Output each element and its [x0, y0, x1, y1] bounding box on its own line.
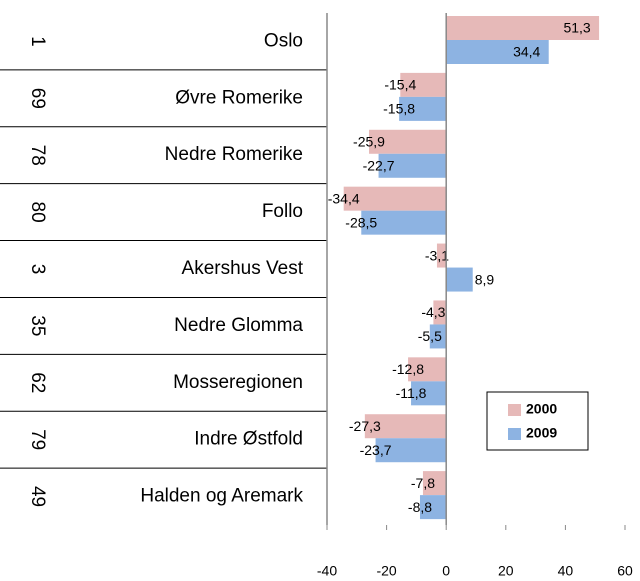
category-label: Mosseregionen [173, 372, 303, 393]
value-label: -7,8 [411, 475, 435, 491]
value-label: 8,9 [475, 271, 495, 287]
value-label: -15,8 [383, 101, 415, 117]
category-label: Akershus Vest [182, 258, 304, 279]
x-tick-label: -20 [376, 563, 396, 579]
bar [378, 153, 447, 178]
bar [422, 471, 447, 496]
value-label: -15,4 [384, 77, 416, 93]
value-label: -11,8 [396, 385, 427, 401]
value-label: -8,8 [408, 499, 432, 515]
bar [369, 129, 447, 154]
legend-box [486, 391, 589, 451]
category-label: Nedre Romerike [165, 144, 303, 165]
bar [408, 357, 447, 382]
bar [419, 495, 447, 520]
value-label: -22,7 [363, 157, 395, 173]
bar [446, 16, 600, 40]
row-number: 80 [27, 202, 48, 223]
value-label: -4,3 [421, 304, 445, 320]
row-number: 69 [27, 88, 48, 109]
category-label: Halden og Aremark [140, 486, 303, 507]
legend-swatch [508, 404, 521, 416]
category-label: Nedre Glomma [174, 315, 303, 336]
bar [361, 210, 447, 235]
value-label: -27,3 [349, 418, 381, 434]
row-number: 49 [27, 486, 48, 507]
value-label: -28,5 [345, 214, 377, 230]
bar [375, 438, 447, 463]
row-number: 35 [27, 315, 48, 336]
legend-swatch [508, 428, 521, 440]
value-label: -12,8 [392, 361, 424, 377]
row-number: 1 [27, 36, 48, 47]
value-label: -5,5 [418, 328, 442, 344]
x-tick-label: -40 [317, 563, 337, 579]
category-label: Oslo [264, 30, 303, 51]
bar [446, 267, 473, 292]
value-label: 34,4 [513, 44, 540, 60]
row-number: 78 [27, 145, 48, 166]
bar [364, 414, 447, 439]
bar [411, 381, 447, 406]
bar [343, 186, 447, 211]
x-tick-label: 60 [617, 563, 633, 579]
row-number: 62 [27, 372, 48, 393]
x-tick-label: 0 [442, 563, 450, 579]
bar [436, 243, 447, 268]
bar [433, 300, 447, 325]
bar [446, 40, 549, 64]
bar [400, 72, 447, 97]
row-number: 3 [27, 264, 48, 275]
category-label: Follo [262, 201, 303, 222]
value-label: -34,4 [328, 190, 360, 206]
bar [429, 324, 447, 349]
value-label: -3,1 [425, 247, 449, 263]
row-number: 79 [27, 429, 48, 450]
value-label: 51,3 [563, 20, 590, 36]
x-tick-label: 20 [498, 563, 514, 579]
value-label: -25,9 [353, 133, 385, 149]
legend-label: 2009 [526, 425, 557, 441]
category-label: Øvre Romerike [175, 87, 303, 108]
value-label: -23,7 [360, 442, 392, 458]
category-label: Indre Østfold [194, 429, 303, 450]
x-tick-label: 40 [558, 563, 574, 579]
bar [399, 96, 447, 121]
legend-label: 2000 [526, 401, 557, 417]
